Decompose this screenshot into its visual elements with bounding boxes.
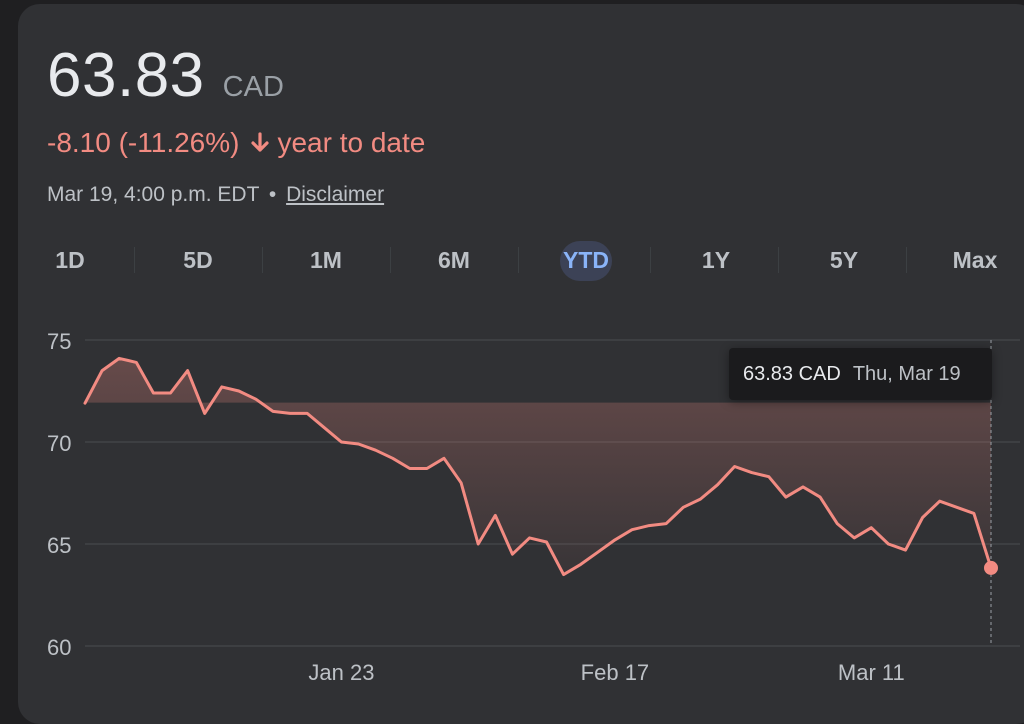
change-period: year to date: [277, 127, 426, 158]
tab-6m[interactable]: 6M: [438, 247, 470, 273]
price-chart[interactable]: 75 70 65 60 Jan 23 Feb 17 Mar 11: [0, 300, 1024, 703]
tab-divider: [778, 247, 779, 273]
meta-separator: •: [268, 183, 277, 206]
tab-divider: [906, 247, 907, 273]
arrow-down-icon: [251, 132, 270, 152]
tab-divider: [518, 247, 519, 273]
tab-divider: [134, 247, 135, 273]
timestamp: Mar 19, 4:00 p.m. EDT: [47, 183, 260, 206]
tab-max[interactable]: Max: [952, 247, 998, 273]
change-value: -8.10 (-11.26%): [47, 127, 240, 158]
current-price: 63.83: [47, 41, 205, 110]
disclaimer-link[interactable]: Disclaimer: [286, 183, 385, 206]
price-line: [83, 356, 993, 577]
active-tab-highlight: [560, 241, 612, 281]
tab-1m[interactable]: 1M: [310, 247, 342, 273]
tab-divider: [390, 247, 391, 273]
x-tick-label: Feb 17: [581, 660, 650, 685]
tooltip-price: 63.83 CAD: [743, 362, 841, 385]
price-change: -8.10 (-11.26%) year to date: [47, 127, 425, 159]
tab-divider: [650, 247, 651, 273]
current-point: [984, 560, 998, 575]
quote-meta: Mar 19, 4:00 p.m. EDT • Disclaimer: [47, 183, 384, 207]
y-tick-label: 75: [47, 329, 71, 354]
area-fill: [85, 358, 991, 575]
currency-label: CAD: [222, 71, 284, 103]
x-tick-label: Jan 23: [308, 660, 374, 685]
x-tick-label: Mar 11: [838, 660, 905, 685]
y-tick-label: 60: [47, 635, 71, 660]
price-header: 63.83 CAD: [47, 40, 284, 111]
tab-ytd[interactable]: YTD: [563, 247, 609, 273]
y-tick-label: 65: [47, 533, 71, 558]
hover-tooltip: 63.83 CAD Thu, Mar 19: [729, 348, 992, 400]
tab-5d[interactable]: 5D: [183, 247, 213, 273]
tooltip-date: Thu, Mar 19: [852, 362, 961, 385]
tab-1d[interactable]: 1D: [55, 247, 85, 273]
y-tick-label: 70: [47, 431, 71, 456]
tab-1y[interactable]: 1Y: [701, 247, 731, 273]
range-tabs: 1D 5D 1M 6M YTD 1Y 5Y Max: [0, 236, 1024, 284]
tab-divider: [262, 247, 263, 273]
tab-5y[interactable]: 5Y: [829, 247, 859, 273]
